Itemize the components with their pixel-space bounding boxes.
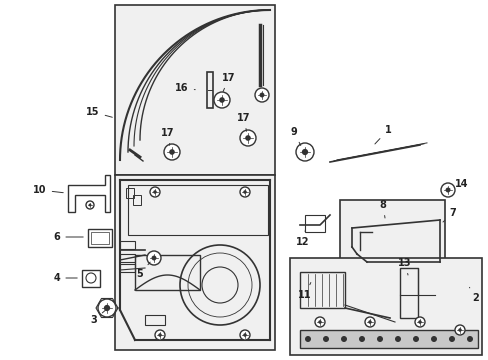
Text: 5: 5 <box>136 262 150 279</box>
Bar <box>126 188 134 198</box>
Text: 7: 7 <box>442 208 455 222</box>
Circle shape <box>466 336 472 342</box>
Bar <box>120 264 135 272</box>
Circle shape <box>214 92 229 108</box>
Circle shape <box>457 328 461 332</box>
Circle shape <box>158 333 162 337</box>
Bar <box>91 232 109 244</box>
Circle shape <box>155 330 164 340</box>
Bar <box>128 185 267 235</box>
Circle shape <box>301 149 307 155</box>
Text: 9: 9 <box>290 127 300 145</box>
Circle shape <box>169 149 174 155</box>
Text: 4: 4 <box>54 273 77 283</box>
Bar <box>299 330 477 348</box>
Text: 17: 17 <box>161 128 174 145</box>
Bar <box>120 254 135 262</box>
Text: 17: 17 <box>222 73 235 91</box>
Circle shape <box>367 320 371 324</box>
Circle shape <box>150 187 160 197</box>
Circle shape <box>323 336 328 342</box>
Circle shape <box>86 201 94 209</box>
Circle shape <box>358 336 364 342</box>
Bar <box>82 270 100 287</box>
Bar <box>339 200 444 270</box>
Bar <box>120 241 135 249</box>
Text: 15: 15 <box>86 107 112 117</box>
Circle shape <box>364 317 374 327</box>
Circle shape <box>244 135 250 141</box>
Text: 14: 14 <box>448 179 468 189</box>
Bar <box>145 315 164 325</box>
Circle shape <box>318 320 321 324</box>
Text: 17: 17 <box>237 113 250 131</box>
Circle shape <box>295 143 313 161</box>
Circle shape <box>98 299 116 317</box>
Circle shape <box>448 336 454 342</box>
Circle shape <box>254 88 268 102</box>
Circle shape <box>340 336 346 342</box>
Circle shape <box>219 97 224 103</box>
Text: 6: 6 <box>54 232 83 242</box>
Circle shape <box>240 187 249 197</box>
Text: 13: 13 <box>397 258 411 275</box>
Circle shape <box>454 325 464 335</box>
Bar <box>289 258 481 355</box>
Text: 16: 16 <box>175 83 195 93</box>
Bar <box>115 175 274 350</box>
Text: 3: 3 <box>90 310 106 325</box>
Circle shape <box>243 333 246 337</box>
Circle shape <box>147 251 161 265</box>
Bar <box>88 229 112 247</box>
Circle shape <box>394 336 400 342</box>
Circle shape <box>151 256 156 260</box>
Circle shape <box>240 130 256 146</box>
Circle shape <box>376 336 382 342</box>
Text: 2: 2 <box>468 287 478 303</box>
Bar <box>305 215 325 232</box>
Bar <box>115 5 274 175</box>
Circle shape <box>417 320 421 324</box>
Circle shape <box>259 93 264 98</box>
Circle shape <box>243 190 246 194</box>
Text: 10: 10 <box>33 185 63 195</box>
Circle shape <box>88 204 91 206</box>
Circle shape <box>412 336 418 342</box>
Circle shape <box>305 336 310 342</box>
Circle shape <box>153 190 157 194</box>
Bar <box>299 272 345 308</box>
Bar <box>399 268 417 318</box>
Circle shape <box>163 144 180 160</box>
Bar <box>135 255 200 290</box>
Circle shape <box>414 317 424 327</box>
Circle shape <box>445 188 449 193</box>
Circle shape <box>440 183 454 197</box>
Circle shape <box>240 330 249 340</box>
Text: 11: 11 <box>298 283 311 300</box>
Text: 8: 8 <box>379 200 386 218</box>
Circle shape <box>103 305 110 311</box>
Text: 12: 12 <box>296 230 309 247</box>
Circle shape <box>314 317 325 327</box>
Text: 1: 1 <box>374 125 390 144</box>
Circle shape <box>430 336 436 342</box>
Bar <box>133 195 141 205</box>
Bar <box>206 72 213 108</box>
